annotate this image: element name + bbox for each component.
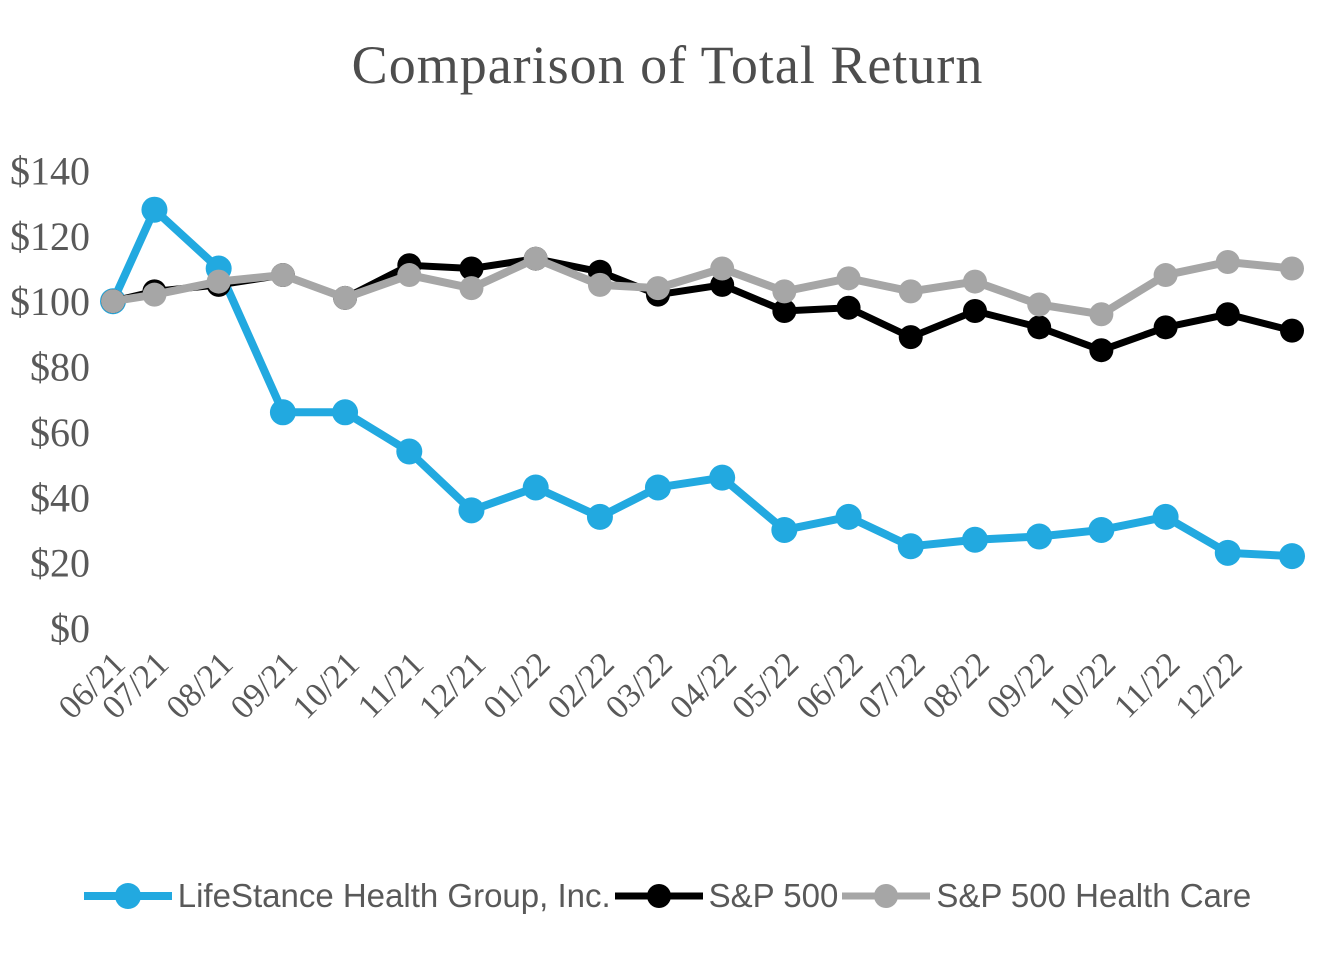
legend-label-sp500-health-care: S&P 500 Health Care [936,877,1252,914]
data-point-marker [397,263,422,288]
data-point-marker [101,289,125,314]
x-axis-tick-label: 04/22 [663,645,744,726]
data-point-marker [1089,302,1114,327]
x-axis-tick-label: 10/22 [1042,645,1123,726]
data-point-marker [142,282,167,307]
chart-title: Comparison of Total Return [351,35,984,95]
sp500-health-care-line-marker-icon [842,884,931,908]
legend-item-sp500-health-care: S&P 500 Health Care [842,877,1251,915]
data-point-marker [458,497,485,524]
x-axis-tick-label: 12/21 [412,645,493,726]
data-point-marker [1153,315,1178,340]
data-point-marker [962,269,987,294]
data-point-marker [1026,523,1053,550]
data-point-marker [962,299,987,324]
data-point-marker [772,299,797,324]
data-point-marker [141,196,168,223]
data-point-marker [771,516,798,543]
data-point-marker [710,256,735,281]
data-point-marker [396,438,423,465]
x-axis-tick-label: 09/21 [224,645,305,726]
y-axis-tick-label: $40 [30,475,90,520]
x-axis-tick-label: 06/22 [789,645,870,726]
x-axis-tick-label: 09/22 [980,645,1061,726]
x-axis-tick-label: 02/22 [541,645,622,726]
chart-legend: LifeStance Health Group, Inc. S&P 500 S&… [0,868,1335,924]
data-point-marker [1027,315,1052,340]
data-point-marker [1280,318,1304,343]
y-axis-tick-label: $120 [10,214,90,259]
series-line [109,203,1293,561]
data-point-marker [898,279,923,304]
y-axis-tick-label: $140 [10,148,90,193]
lifestance-line-marker-icon [83,883,172,909]
data-point-marker [459,256,484,281]
data-point-marker [1214,539,1241,566]
y-axis-tick-label: $100 [10,279,90,324]
data-point-marker [206,269,231,294]
legend-item-lifestance: LifeStance Health Group, Inc. [83,877,611,915]
data-point-marker [587,272,612,297]
y-axis-tick-label: $80 [30,345,90,390]
data-point-marker [961,526,988,553]
data-point-marker [709,464,736,491]
data-point-marker [835,503,862,530]
total-return-line-chart: $140$120$100$80$60$40$20$006/2107/2108/2… [10,148,1305,726]
x-axis-tick-label: 05/22 [725,645,806,726]
data-point-marker [1215,249,1240,274]
data-point-marker [836,295,861,320]
x-axis-tick-label: 03/22 [599,645,680,726]
data-point-marker [1280,256,1304,281]
legend-label-sp500: S&P 500 [708,877,839,914]
data-point-marker [1215,302,1240,327]
data-point-marker [523,246,548,271]
data-point-marker [1279,543,1305,570]
data-point-marker [333,285,358,310]
data-point-marker [897,533,924,560]
data-point-marker [1089,338,1114,363]
x-axis-tick-label: 08/21 [159,645,240,726]
sp500-line-marker-icon [614,884,703,908]
x-axis-tick-label: 11/21 [351,645,431,725]
x-axis-tick-label: 12/22 [1169,645,1250,726]
x-axis-tick-label: 08/22 [916,645,997,726]
x-axis-tick-label: 10/21 [286,645,367,726]
data-point-marker [332,399,359,426]
y-axis-tick-label: $0 [50,606,90,651]
data-point-marker [645,276,670,301]
data-point-marker [772,279,797,304]
data-point-marker [898,325,923,350]
data-point-marker [644,474,671,501]
data-point-marker [269,399,296,426]
x-axis-tick-label: 11/22 [1107,645,1187,725]
data-point-marker [836,266,861,291]
data-point-marker [522,474,549,501]
data-point-marker [1152,503,1179,530]
data-point-marker [1088,516,1115,543]
y-axis-tick-label: $60 [30,410,90,455]
data-point-marker [459,276,484,301]
legend-label-lifestance: LifeStance Health Group, Inc. [177,877,611,914]
data-point-marker [1027,292,1052,317]
data-point-marker [1153,263,1178,288]
data-point-marker [270,263,295,288]
data-point-marker [586,503,613,530]
legend-item-sp500: S&P 500 [614,877,839,915]
x-axis-tick-label: 01/22 [476,645,557,726]
y-axis-tick-label: $20 [30,541,90,586]
x-axis-tick-label: 07/22 [852,645,933,726]
